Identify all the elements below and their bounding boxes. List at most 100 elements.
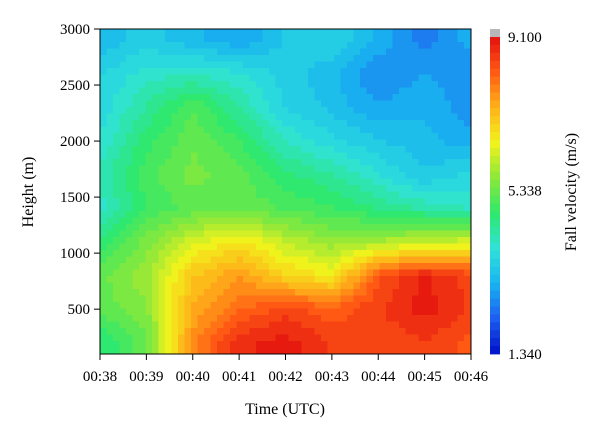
heatmap-cell bbox=[269, 191, 277, 199]
heatmap-cell bbox=[405, 55, 413, 63]
heatmap-cell bbox=[119, 178, 127, 186]
heatmap-cell bbox=[308, 126, 316, 134]
heatmap-cell bbox=[210, 328, 218, 336]
heatmap-cell bbox=[379, 263, 387, 271]
heatmap-cell bbox=[204, 152, 212, 160]
heatmap-cell bbox=[366, 55, 374, 63]
heatmap-cell bbox=[373, 237, 381, 245]
heatmap-cell bbox=[197, 328, 205, 336]
heatmap-cell bbox=[184, 146, 192, 154]
heatmap-cell bbox=[275, 315, 283, 323]
heatmap-cell bbox=[392, 230, 400, 238]
heatmap-cell bbox=[269, 282, 277, 290]
heatmap-cell bbox=[171, 159, 179, 167]
heatmap-cell bbox=[464, 42, 471, 50]
heatmap-cell bbox=[334, 269, 342, 277]
heatmap-cell bbox=[236, 133, 244, 141]
heatmap-cell bbox=[217, 185, 225, 193]
heatmap-cell bbox=[301, 308, 309, 316]
heatmap-cell bbox=[301, 29, 309, 37]
heatmap-cell bbox=[139, 100, 147, 108]
heatmap-cell bbox=[457, 282, 465, 290]
heatmap-cell bbox=[353, 198, 361, 206]
heatmap-cell bbox=[132, 191, 140, 199]
heatmap-cell bbox=[145, 165, 153, 173]
heatmap-cell bbox=[431, 289, 439, 297]
heatmap-cell bbox=[438, 341, 446, 349]
heatmap-cell bbox=[100, 276, 108, 284]
heatmap-cell bbox=[184, 282, 192, 290]
heatmap-cell bbox=[139, 191, 147, 199]
heatmap-cell bbox=[236, 29, 244, 37]
heatmap-cell bbox=[275, 211, 283, 219]
colorbar-tick-label: 1.340 bbox=[508, 347, 542, 363]
heatmap-cell bbox=[399, 55, 407, 63]
heatmap-cell bbox=[444, 159, 452, 167]
heatmap-cell bbox=[197, 55, 205, 63]
heatmap-cell bbox=[243, 159, 251, 167]
heatmap-cell bbox=[295, 133, 303, 141]
heatmap-cell bbox=[204, 35, 212, 43]
heatmap-cell bbox=[464, 81, 471, 89]
heatmap-cell bbox=[236, 243, 244, 251]
heatmap-cell bbox=[249, 237, 257, 245]
heatmap-cell bbox=[373, 211, 381, 219]
heatmap-cell bbox=[269, 94, 277, 102]
heatmap-cell bbox=[178, 100, 186, 108]
heatmap-cell bbox=[269, 100, 277, 108]
heatmap-cell bbox=[464, 133, 471, 141]
heatmap-cell bbox=[379, 302, 387, 310]
heatmap-cell bbox=[275, 113, 283, 121]
heatmap-cell bbox=[470, 295, 471, 303]
heatmap-cell bbox=[470, 172, 471, 180]
heatmap-cell bbox=[418, 230, 426, 238]
heatmap-cell bbox=[321, 185, 329, 193]
heatmap-cell bbox=[230, 55, 238, 63]
heatmap-cell bbox=[347, 217, 355, 225]
heatmap-cell bbox=[347, 61, 355, 69]
heatmap-cell bbox=[366, 230, 374, 238]
heatmap-cell bbox=[230, 204, 238, 212]
heatmap-cell bbox=[145, 256, 153, 264]
heatmap-cell bbox=[275, 328, 283, 336]
heatmap-cell bbox=[295, 243, 303, 251]
heatmap-cell bbox=[158, 107, 166, 115]
heatmap-cell bbox=[256, 48, 264, 56]
heatmap-cell bbox=[158, 250, 166, 258]
heatmap-cell bbox=[256, 113, 264, 121]
heatmap-cell bbox=[197, 113, 205, 121]
heatmap-cell bbox=[321, 42, 329, 50]
heatmap-cell bbox=[184, 295, 192, 303]
heatmap-cell bbox=[249, 94, 257, 102]
heatmap-cell bbox=[444, 74, 452, 82]
heatmap-cell bbox=[321, 152, 329, 160]
heatmap-cell bbox=[171, 94, 179, 102]
heatmap-cell bbox=[256, 328, 264, 336]
heatmap-cell bbox=[236, 74, 244, 82]
heatmap-cell bbox=[457, 152, 465, 160]
heatmap-cell bbox=[334, 185, 342, 193]
heatmap-cell bbox=[262, 165, 270, 173]
heatmap-cell bbox=[444, 29, 452, 37]
heatmap-cell bbox=[340, 48, 348, 56]
heatmap-cell bbox=[288, 341, 296, 349]
heatmap-cell bbox=[334, 113, 342, 121]
heatmap-cell bbox=[184, 68, 192, 76]
heatmap-cell bbox=[217, 334, 225, 342]
heatmap-cell bbox=[353, 126, 361, 134]
heatmap-cell bbox=[106, 250, 114, 258]
heatmap-cell bbox=[314, 269, 322, 277]
heatmap-cell bbox=[152, 61, 160, 69]
heatmap-cell bbox=[282, 48, 290, 56]
heatmap-cell bbox=[301, 165, 309, 173]
heatmap-cell bbox=[165, 185, 173, 193]
heatmap-cell bbox=[282, 165, 290, 173]
heatmap-cell bbox=[366, 165, 374, 173]
heatmap-cell bbox=[269, 243, 277, 251]
heatmap-cell bbox=[106, 276, 114, 284]
heatmap-cell bbox=[444, 152, 452, 160]
heatmap-cell bbox=[171, 302, 179, 310]
heatmap-cell bbox=[431, 302, 439, 310]
heatmap-cell bbox=[275, 139, 283, 147]
heatmap-cell bbox=[321, 334, 329, 342]
